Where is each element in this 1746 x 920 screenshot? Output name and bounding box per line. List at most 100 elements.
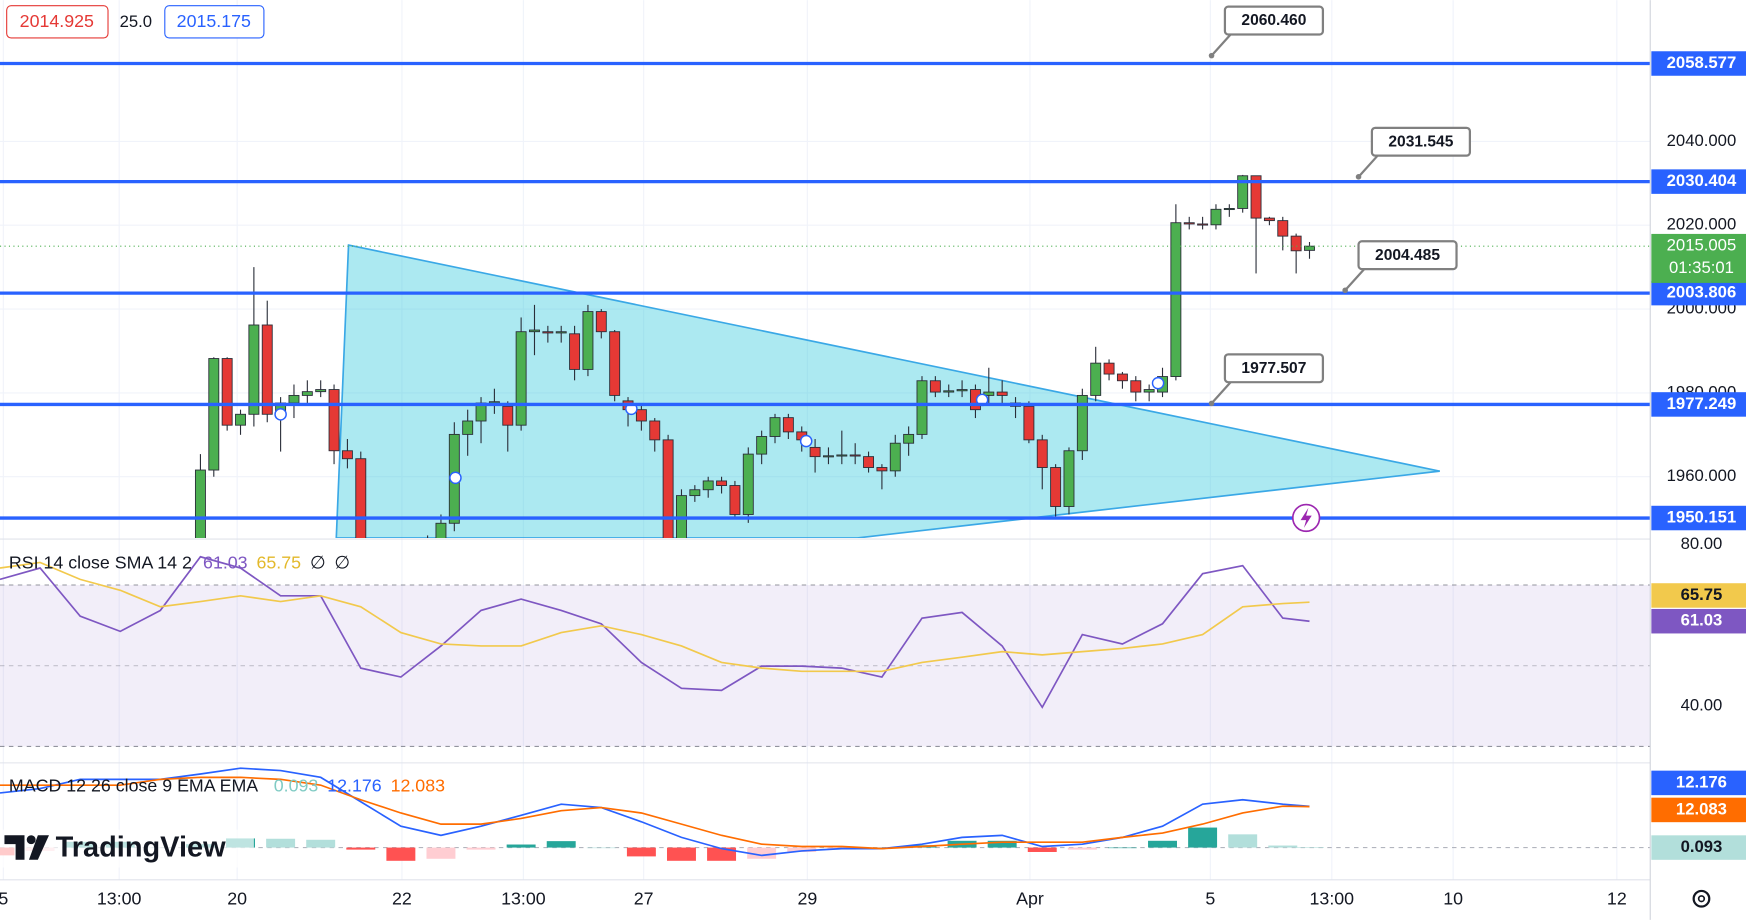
marker [799, 434, 813, 448]
candle-body [1143, 389, 1155, 393]
macd-value: 12.176 [327, 775, 382, 795]
callout-box [1370, 126, 1472, 157]
triangle-drawing [335, 244, 1440, 538]
settings-gear[interactable] [1692, 889, 1711, 908]
histogram-bar [1107, 847, 1137, 849]
rsi-label: 61.03 [1681, 611, 1723, 630]
rsi-label-box [1651, 608, 1746, 634]
rsi-pane [0, 555, 1651, 747]
marker [1151, 376, 1165, 390]
candle-body [529, 329, 540, 333]
candle-body [1197, 223, 1209, 226]
candle-body [1050, 467, 1062, 507]
bid: 2014.925 [20, 11, 94, 31]
candle-body [1076, 394, 1088, 452]
x-tick-label: 5 [0, 889, 8, 909]
candle-body [582, 311, 594, 370]
candle-body [903, 433, 915, 444]
candle-body [1090, 362, 1102, 396]
histogram-bar [586, 847, 616, 849]
x-tick-label: 10 [1443, 889, 1463, 909]
candle-body [502, 405, 514, 426]
candle-body [1023, 405, 1035, 441]
rsi-sma-value: 65.75 [257, 552, 302, 572]
macd-title: MACD 12 26 close 9 EMA EMA [9, 775, 258, 795]
current-price: 2015.005 [1667, 236, 1737, 255]
candle-body [194, 469, 206, 538]
candle-body [595, 311, 607, 333]
candle-body [996, 391, 1008, 396]
y-tick-label: 2020.000 [1667, 215, 1737, 234]
logo-mark [28, 835, 49, 860]
callout-box [1223, 5, 1325, 36]
x-tick-label: 13:00 [501, 889, 546, 909]
candle-body [983, 391, 995, 396]
candle-body [662, 439, 674, 538]
candle-body [542, 331, 554, 334]
histogram-bar [747, 847, 777, 859]
rsi-title: RSI 14 close SMA 14 2 [9, 552, 192, 572]
current-price-box [1651, 233, 1746, 283]
histogram-bar [626, 847, 656, 857]
logo-dot [26, 835, 36, 845]
x-tick-label: 20 [227, 889, 247, 909]
candle-body [742, 453, 754, 515]
marker [449, 471, 462, 485]
y-tick-label: 1960.000 [1667, 466, 1737, 485]
histogram-bar [506, 844, 536, 848]
indicator-line [0, 561, 1310, 673]
x-tick-label: Apr [1016, 889, 1044, 909]
marker [274, 408, 287, 421]
candle-body [836, 454, 848, 457]
candle-body [782, 417, 794, 433]
candle-body [315, 389, 327, 393]
level-label: 2003.806 [1667, 283, 1737, 302]
candle-body [849, 454, 861, 457]
candle-body [809, 446, 821, 458]
candle-body [635, 409, 647, 422]
price-pane [194, 174, 1440, 538]
callout-box [1357, 240, 1458, 271]
settings-button[interactable] [1692, 889, 1711, 908]
candle-body [956, 389, 968, 392]
brand-name: TradingView [56, 831, 226, 863]
candle-body [1170, 222, 1182, 378]
histogram-bar [1188, 827, 1218, 848]
y-tick-label: 2040.000 [1667, 131, 1737, 150]
histogram-bar [1268, 845, 1298, 848]
candle-body [649, 420, 661, 441]
candle-body [462, 420, 474, 435]
candle-body [261, 324, 273, 415]
candle-body [889, 442, 901, 472]
histogram-bar [386, 847, 416, 861]
candle-body [676, 495, 687, 538]
candle-body [435, 522, 447, 538]
candle-body [1250, 175, 1262, 219]
countdown: 01:35:01 [1669, 258, 1734, 277]
candle-body [1063, 450, 1075, 507]
candle-body [1290, 235, 1302, 252]
candle-body [729, 485, 741, 515]
axis-labels: 5 13:00 20 22 13:00 27 29 Apr 5 13:00 10 12 1960.000… [0, 51, 1746, 909]
settings-hub[interactable] [1697, 895, 1706, 903]
callout-label: 1977.507 [1241, 360, 1306, 377]
x-tick-label: 13:00 [1310, 889, 1355, 909]
histogram-bar [987, 840, 1017, 848]
rsi-flag: ∅ [334, 552, 350, 572]
alert-bolt [1300, 507, 1312, 528]
candle-body [929, 380, 941, 393]
x-tick-label: 13:00 [97, 889, 142, 909]
spread: 25.0 [120, 12, 152, 31]
rsi-band [0, 585, 1651, 747]
callout-label: 2031.545 [1388, 133, 1453, 150]
histogram-label-box [1651, 835, 1746, 860]
candle-body [341, 450, 353, 460]
level-label: 2058.577 [1667, 53, 1737, 72]
histogram-bar [466, 847, 496, 850]
histogram-bar [666, 847, 696, 861]
candle-body [943, 390, 955, 393]
candle-body [702, 480, 714, 491]
callout-point [1355, 174, 1362, 180]
candle-body [1263, 217, 1275, 222]
histogram-bar [306, 839, 336, 848]
